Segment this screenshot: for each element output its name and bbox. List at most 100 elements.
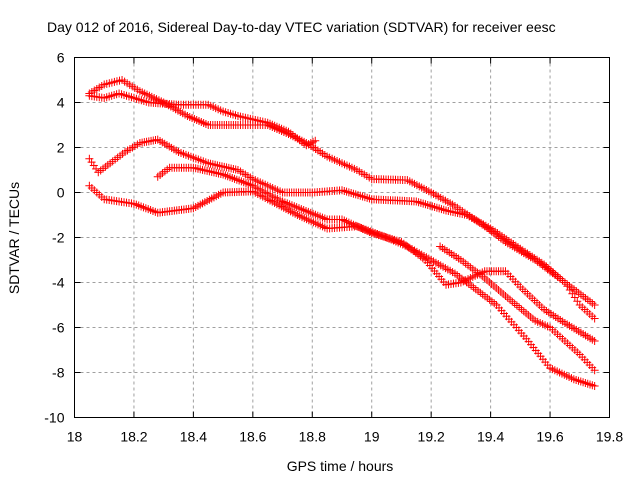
data-point <box>360 193 369 202</box>
data-point <box>304 216 313 225</box>
data-point <box>221 171 230 180</box>
data-point <box>200 166 209 175</box>
x-tick-label: 19.2 <box>418 429 445 445</box>
data-point <box>244 180 253 189</box>
data-point <box>590 314 599 323</box>
data-point <box>320 223 329 232</box>
data-point <box>92 164 101 173</box>
data-point <box>416 198 425 207</box>
data-point <box>302 215 311 224</box>
x-tick-label: 19.8 <box>596 429 623 445</box>
data-point <box>311 219 320 228</box>
data-point <box>590 337 599 345</box>
data-point <box>211 160 220 169</box>
data-point <box>517 305 526 314</box>
data-point <box>220 162 229 171</box>
x-axis: 18 18.2 18.4 18.6 18.8 19 19.2 19.4 19.6 19.8 <box>67 57 623 445</box>
data-point <box>344 188 353 197</box>
data-point <box>579 292 588 301</box>
data-point <box>219 170 228 179</box>
data-point <box>224 163 233 172</box>
data-point <box>503 293 512 302</box>
data-point <box>85 154 94 163</box>
data-point <box>293 134 302 143</box>
data-point <box>191 164 200 173</box>
data-point <box>222 163 231 172</box>
x-tick-label: 19 <box>364 429 380 445</box>
y-tick-label: -6 <box>52 320 65 336</box>
data-point <box>309 218 318 227</box>
data-point <box>419 199 428 208</box>
data-point <box>349 189 358 198</box>
data-point <box>590 382 599 390</box>
data-point <box>432 203 441 212</box>
data-point <box>311 136 320 145</box>
series-track-5 <box>85 181 599 390</box>
data-point <box>228 173 237 182</box>
data-point <box>215 161 224 170</box>
x-tick-label: 18.4 <box>180 429 207 445</box>
data-point <box>307 217 316 226</box>
data-point <box>519 307 528 316</box>
x-tick-label: 19.4 <box>477 429 504 445</box>
data-point <box>590 301 599 309</box>
data-point <box>223 172 232 181</box>
data-point <box>380 232 389 241</box>
data-point <box>231 165 240 174</box>
data-point <box>288 131 297 140</box>
data-point <box>209 168 218 177</box>
data-point <box>208 160 217 169</box>
x-tick-label: 18.8 <box>299 429 326 445</box>
x-tick-label: 18.6 <box>239 429 266 445</box>
y-axis-label: SDTVAR / TECUs <box>6 182 22 294</box>
y-tick-label: -10 <box>44 410 64 426</box>
data-point <box>378 231 387 240</box>
data-point <box>316 221 325 230</box>
y-tick-label: 4 <box>57 95 65 111</box>
data-point <box>207 167 216 176</box>
data-point <box>574 288 583 297</box>
y-tick-label: 6 <box>57 50 65 66</box>
data-point <box>213 161 222 170</box>
y-axis: -10 -8 -6 -4 -2 0 2 4 6 <box>44 50 610 426</box>
x-tick-label: 19.6 <box>536 429 563 445</box>
data-point <box>583 295 592 304</box>
data-point <box>217 162 226 171</box>
data-point <box>428 202 437 211</box>
data-point <box>232 175 241 184</box>
data-point <box>300 214 309 223</box>
y-tick-label: 2 <box>57 140 65 156</box>
data-point <box>435 204 444 213</box>
data-point <box>430 203 439 212</box>
y-tick-label: 0 <box>57 185 65 201</box>
data-point <box>196 165 205 174</box>
data-point <box>586 297 595 306</box>
x-tick-label: 18.2 <box>120 429 147 445</box>
data-point <box>510 299 519 308</box>
series-track-3 <box>85 135 599 323</box>
data-points <box>85 76 599 390</box>
data-point <box>581 294 590 303</box>
data-point <box>241 179 250 188</box>
data-point <box>515 303 524 312</box>
data-point <box>313 220 322 229</box>
data-point <box>193 164 202 173</box>
data-point <box>225 173 234 182</box>
data-point <box>239 178 248 187</box>
data-point <box>212 168 221 177</box>
y-tick-label: -8 <box>52 365 65 381</box>
data-point <box>87 158 96 167</box>
data-point <box>235 176 244 185</box>
data-point <box>318 222 327 231</box>
data-point <box>414 198 423 207</box>
data-point <box>340 186 349 195</box>
data-point <box>227 164 236 173</box>
data-point <box>205 167 214 176</box>
data-point <box>203 166 212 175</box>
data-point <box>526 312 535 321</box>
data-point <box>522 309 531 318</box>
data-point <box>297 213 306 222</box>
data-point <box>206 159 215 168</box>
x-axis-label: GPS time / hours <box>287 458 394 474</box>
